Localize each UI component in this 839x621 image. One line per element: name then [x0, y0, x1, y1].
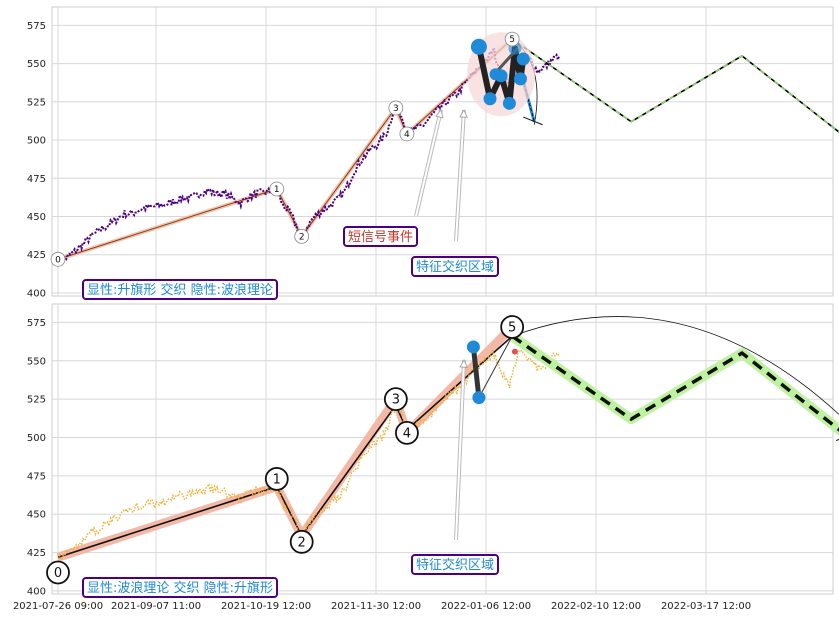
- y-tick-label: 500: [27, 433, 46, 444]
- wave-label-5: 5: [509, 35, 515, 45]
- flag-marker: [472, 391, 486, 405]
- flag-marker: [466, 340, 480, 354]
- arrow-region-head: [459, 359, 468, 368]
- flag-marker: [513, 72, 527, 86]
- annotation-signal-box: [343, 226, 419, 247]
- annotation-region: 特征交织区域: [416, 557, 494, 573]
- y-tick-label: 450: [27, 212, 46, 223]
- flag-marker: [483, 92, 497, 106]
- annotation-pattern: 显性:波浪理论 交织 隐性:升旗形: [87, 580, 273, 596]
- projection-dashed: [511, 334, 839, 432]
- wave-label-circle: [504, 31, 520, 47]
- y-tick-label: 575: [27, 318, 46, 329]
- wave-line: [57, 335, 513, 558]
- y-tick-label: 550: [27, 59, 46, 70]
- wave-label-circle: [269, 181, 285, 197]
- flag-marker: [516, 52, 530, 66]
- flag-path: [470, 346, 482, 398]
- annotation-signal: 短信号事件: [348, 230, 413, 245]
- arrow-region-inner: [455, 109, 465, 242]
- wave-label-2: 2: [299, 232, 305, 242]
- y-tick-label: 400: [27, 288, 46, 299]
- plot-frame: [51, 6, 834, 297]
- y-tick-label: 425: [27, 250, 46, 261]
- y-tick-label: 550: [27, 356, 46, 367]
- wave-label-4: 4: [404, 130, 410, 140]
- x-tick-label: 2021-07-26 09:00: [13, 601, 103, 612]
- y-tick-label: 500: [27, 136, 46, 147]
- annotation-region-box: [411, 256, 500, 277]
- y-tick-label: 475: [27, 471, 46, 482]
- annotation-pattern-box: [82, 279, 279, 300]
- price-series: [57, 349, 560, 562]
- flag-line: [478, 335, 513, 398]
- wave-label-2: 2: [298, 535, 306, 550]
- wave-label-circle: [50, 251, 66, 267]
- arrow-signal-head: [435, 109, 444, 119]
- x-tick-label: 2021-11-30 12:00: [331, 601, 421, 612]
- wave-label-circle: [383, 387, 408, 412]
- projection-dashed: [511, 38, 839, 134]
- annotation-pattern: 显性:升旗形 交织 隐性:波浪理论: [87, 282, 273, 298]
- price-series: [57, 47, 561, 264]
- target-tick: [523, 116, 543, 126]
- y-tick-label: 575: [27, 21, 46, 32]
- wave-line: [57, 38, 513, 260]
- flag-marker: [470, 38, 487, 55]
- y-tick-label: 450: [27, 510, 46, 521]
- arrow-region-head: [459, 109, 468, 118]
- x-tick-label: 2022-03-17 12:00: [661, 601, 751, 612]
- arrow-region-inner: [455, 359, 465, 541]
- flag-marker: [502, 96, 516, 110]
- y-tick-label: 525: [27, 395, 46, 406]
- x-tick-label: 2021-09-07 11:00: [111, 601, 201, 612]
- wave-label-circle: [264, 467, 289, 491]
- arrow-signal-inner: [415, 109, 442, 217]
- wave-label-0: 0: [54, 566, 62, 581]
- projection-arc: [512, 316, 839, 415]
- wave-label-circle: [388, 100, 404, 116]
- wave-label-circle: [500, 315, 525, 339]
- wave-label-1: 1: [273, 472, 281, 487]
- panel-1: 400 425 450 475 500 525 550 575 0 1 2 3 4 5 短信号事件特征交织区…: [27, 6, 839, 300]
- y-tick-label: 475: [27, 174, 46, 185]
- panel-2: 400 425 450 475 500 525 550 575 0 1 2 3 4 5 特征交织区域显性:波…: [27, 303, 839, 598]
- x-tick-label: 2022-02-10 12:00: [551, 601, 641, 612]
- wave-label-0: 0: [55, 255, 61, 265]
- flag-marker: [489, 68, 502, 81]
- wave-label-5: 5: [508, 321, 516, 336]
- wave-label-4: 4: [403, 426, 411, 441]
- wave-label-circle: [289, 529, 314, 554]
- x-tick-label: 2022-01-06 12:00: [441, 601, 531, 612]
- flag-marker-small: [511, 348, 518, 355]
- annotation-region-box: [411, 554, 500, 575]
- wave-label-circle: [46, 560, 70, 585]
- wave-label-circle: [399, 126, 415, 142]
- y-tick-label: 525: [27, 97, 46, 108]
- wave-label-circle: [395, 420, 419, 445]
- wave-label-3: 3: [392, 393, 400, 408]
- annotation-pattern-box: [82, 577, 279, 598]
- y-tick-label: 400: [27, 586, 46, 597]
- y-tick-label: 425: [27, 548, 46, 559]
- annotation-region: 特征交织区域: [416, 259, 494, 275]
- wave-label-3: 3: [393, 104, 399, 114]
- wave-label-1: 1: [274, 185, 280, 195]
- plot-frame: [51, 303, 834, 595]
- wave-label-circle: [294, 228, 310, 244]
- x-tick-label: 2021-10-19 12:00: [221, 601, 311, 612]
